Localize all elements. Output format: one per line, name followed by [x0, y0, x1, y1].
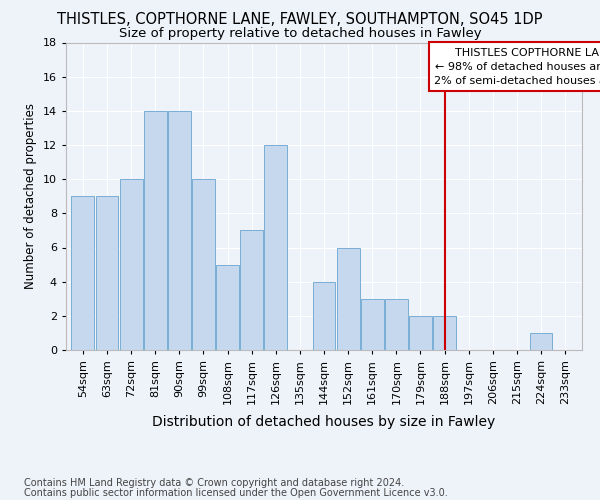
Text: Size of property relative to detached houses in Fawley: Size of property relative to detached ho…	[119, 28, 481, 40]
Y-axis label: Number of detached properties: Number of detached properties	[24, 104, 37, 289]
Bar	[361, 298, 383, 350]
Text: Contains public sector information licensed under the Open Government Licence v3: Contains public sector information licen…	[24, 488, 448, 498]
Text: Contains HM Land Registry data © Crown copyright and database right 2024.: Contains HM Land Registry data © Crown c…	[24, 478, 404, 488]
Text: THISTLES, COPTHORNE LANE, FAWLEY, SOUTHAMPTON, SO45 1DP: THISTLES, COPTHORNE LANE, FAWLEY, SOUTHA…	[57, 12, 543, 28]
X-axis label: Distribution of detached houses by size in Fawley: Distribution of detached houses by size …	[152, 416, 496, 430]
Bar	[119, 179, 143, 350]
Text: THISTLES COPTHORNE LANE: 189sqm
← 98% of detached houses are smaller (108)
2% of: THISTLES COPTHORNE LANE: 189sqm ← 98% of…	[434, 48, 600, 86]
Bar	[433, 316, 456, 350]
Bar	[168, 111, 191, 350]
Bar	[409, 316, 432, 350]
Bar	[71, 196, 94, 350]
Bar	[530, 333, 553, 350]
Bar	[385, 298, 408, 350]
Bar	[192, 179, 215, 350]
Bar	[144, 111, 167, 350]
Bar	[216, 264, 239, 350]
Bar	[95, 196, 118, 350]
Bar	[337, 248, 359, 350]
Bar	[265, 145, 287, 350]
Bar	[313, 282, 335, 350]
Bar	[240, 230, 263, 350]
